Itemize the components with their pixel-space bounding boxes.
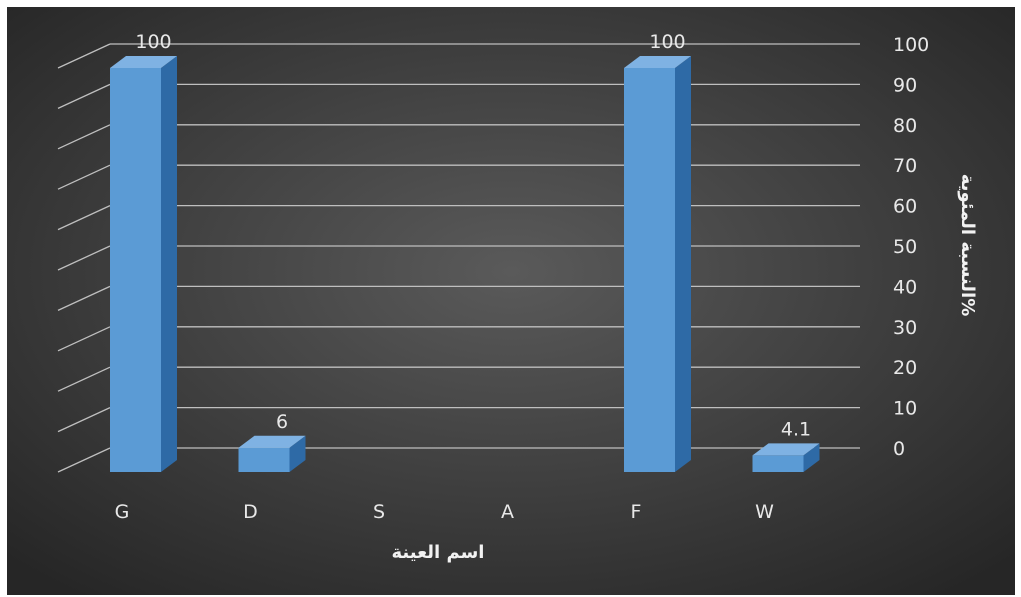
bar-side [675, 56, 691, 472]
gridline-side [57, 447, 111, 473]
data-label: 100 [135, 31, 171, 53]
gridline-side [57, 83, 111, 109]
x-tick-label: F [631, 501, 642, 523]
y-axis-title: %النسبة المئوية [957, 174, 978, 316]
bar [624, 68, 675, 472]
gridline-side [57, 164, 111, 190]
y-tick-label: 100 [893, 34, 929, 56]
data-label: 6 [276, 411, 288, 433]
y-tick-label: 40 [893, 276, 917, 298]
gridline-side [57, 326, 111, 352]
y-tick-label: 80 [893, 115, 917, 137]
y-tick-label: 30 [893, 317, 917, 339]
y-tick-label: 60 [893, 196, 917, 218]
bar-top [110, 56, 177, 68]
data-label: 100 [649, 31, 685, 53]
bar [110, 68, 161, 472]
y-tick-label: 50 [893, 236, 917, 258]
x-tick-label: W [755, 501, 774, 523]
data-label: 4.1 [781, 418, 811, 440]
y-tick-label: 90 [893, 74, 917, 96]
bar-side [161, 56, 177, 472]
gridline-side [57, 205, 111, 231]
y-tick-label: 10 [893, 398, 917, 420]
bar-top [238, 435, 306, 448]
y-tick-label: 20 [893, 357, 917, 379]
gridline-side [57, 43, 111, 69]
gridline-side [57, 245, 111, 271]
gridline-side [57, 366, 111, 392]
bar-top [752, 443, 820, 456]
bar [238, 447, 290, 472]
gridline-side [57, 407, 111, 433]
x-tick-label: S [373, 501, 385, 523]
y-tick-label: 70 [893, 155, 917, 177]
bar-side [803, 443, 820, 472]
x-tick-label: D [243, 501, 258, 523]
bar-side [289, 435, 306, 472]
gridline-side [57, 285, 111, 311]
bar [752, 455, 804, 472]
bar-top [624, 56, 691, 68]
y-tick-label: 0 [893, 438, 905, 460]
gridline-side [57, 124, 111, 150]
x-tick-label: G [115, 501, 130, 523]
x-axis-title: اسم العينة [392, 542, 485, 563]
x-tick-label: A [501, 501, 514, 523]
